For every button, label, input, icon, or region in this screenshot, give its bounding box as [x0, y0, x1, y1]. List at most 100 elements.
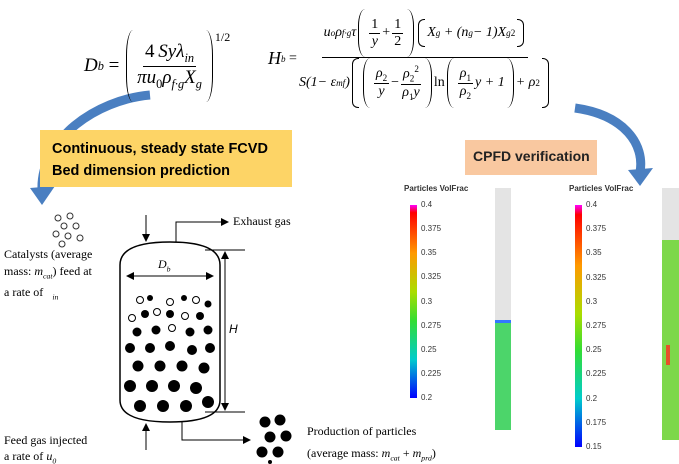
fcvd-text: Continuous, steady state FCVD Bed dimensi… — [52, 138, 268, 182]
text: ) feed at — [52, 264, 92, 278]
colorbar-tick: 0.275 — [421, 320, 442, 330]
text: g — [195, 76, 202, 91]
text: Bed dimension prediction — [52, 163, 231, 179]
text: + — [399, 446, 413, 460]
text: y + 1 — [475, 75, 505, 90]
text: in — [184, 50, 195, 65]
text: 2 — [414, 64, 419, 75]
text: cat — [43, 271, 53, 281]
text: D — [158, 257, 167, 271]
text: Sy — [158, 40, 177, 62]
text: mass: — [4, 264, 35, 278]
text: ρ — [403, 67, 410, 83]
text: in — [52, 292, 59, 302]
equation-shape — [541, 58, 549, 108]
text: y — [378, 83, 385, 99]
colorbar-tick: 0.3 — [586, 296, 598, 306]
text: prd — [421, 453, 432, 463]
colorbar-tick: 0.325 — [421, 272, 442, 282]
catalyst-dots — [52, 212, 84, 248]
db-label: Db — [158, 257, 171, 273]
colorbar-tick: 0.2 — [586, 393, 598, 403]
hot-spot — [666, 345, 670, 365]
feed-label: Feed gas injected a rate of u0 — [4, 432, 87, 464]
text: a rate of — [4, 285, 44, 300]
text: Feed gas injected — [4, 433, 88, 447]
colorbar-tick: 0.15 — [586, 442, 602, 451]
text: ρ — [459, 65, 467, 81]
colorbar-title: Particles VolFrac — [569, 184, 634, 193]
text: f·g — [171, 76, 185, 91]
text: ρ — [335, 25, 342, 40]
equation-shape — [517, 19, 525, 47]
text: a rate of — [4, 449, 47, 463]
colorbar-tick: 0.3 — [421, 296, 433, 306]
text: D — [84, 55, 98, 76]
text: cat — [390, 453, 400, 463]
equation-shape — [126, 30, 133, 102]
cpfd-box — [465, 140, 597, 175]
text: m — [412, 446, 422, 460]
text: H — [268, 48, 281, 68]
equation-shape — [507, 58, 514, 108]
colorbar-tick: 0.175 — [586, 417, 607, 427]
text: ln — [433, 75, 445, 90]
text: y — [371, 33, 378, 49]
text: + — [382, 25, 391, 40]
text: Catalysts (average — [4, 247, 93, 261]
equation-shape: ρ22 ρ1y — [401, 64, 421, 102]
catalyst-label: Catalysts (average mass: mcat) feed at a… — [4, 246, 92, 306]
text: πu — [137, 66, 157, 88]
text: λ — [176, 40, 185, 62]
equation-shape: ρ2 y — [373, 66, 390, 100]
text: 4 — [144, 40, 155, 62]
text: 2 — [466, 90, 472, 101]
text: m — [34, 264, 44, 278]
text: 2 — [409, 73, 415, 84]
equation-shape — [358, 9, 365, 57]
particles — [124, 295, 292, 464]
column-empty — [662, 188, 679, 240]
text: ρ — [375, 66, 383, 82]
text: − 1)X — [472, 25, 507, 40]
equation-shape — [206, 30, 213, 102]
text: g — [468, 28, 473, 38]
equation-shape: 4 Syλin πu0ρf·gXg — [137, 41, 202, 92]
reactor — [119, 215, 251, 450]
column-bed — [662, 240, 679, 440]
colorbar-tick: 0.2 — [421, 393, 433, 402]
text: y — [413, 84, 420, 100]
text: 1 — [408, 91, 414, 102]
text: CPFD verification — [473, 148, 590, 164]
text: ρ — [459, 83, 467, 99]
text: + ρ — [515, 75, 536, 90]
colorbar-tick: 0.35 — [421, 248, 437, 258]
text: f·g — [341, 28, 352, 38]
text: ) — [345, 75, 350, 90]
colorbar-tick: 0.25 — [586, 345, 602, 355]
column-bed — [495, 320, 511, 430]
text: = — [108, 55, 120, 76]
text: 1 — [369, 16, 381, 34]
text: u — [46, 449, 53, 463]
text: b — [97, 58, 104, 73]
text: 0 — [52, 456, 57, 464]
colorbar-title: Particles VolFrac — [404, 184, 469, 193]
text: τ — [351, 25, 357, 40]
text: ρ — [162, 66, 172, 88]
text: ) — [431, 446, 436, 460]
text: 2 — [535, 78, 540, 88]
colorbar-tick: 0.325 — [586, 272, 607, 282]
arrow-head — [628, 168, 653, 186]
product-label: Production of particles (average mass: m… — [307, 420, 436, 464]
colorbar-tick: 0.25 — [421, 344, 437, 354]
text: b — [281, 53, 286, 64]
colorbar-tick: 0.375 — [421, 224, 442, 234]
colorbar-tick: 0.275 — [586, 321, 607, 330]
text: + (n — [443, 25, 469, 40]
equation-shape: ρ1 ρ2 — [457, 65, 474, 101]
